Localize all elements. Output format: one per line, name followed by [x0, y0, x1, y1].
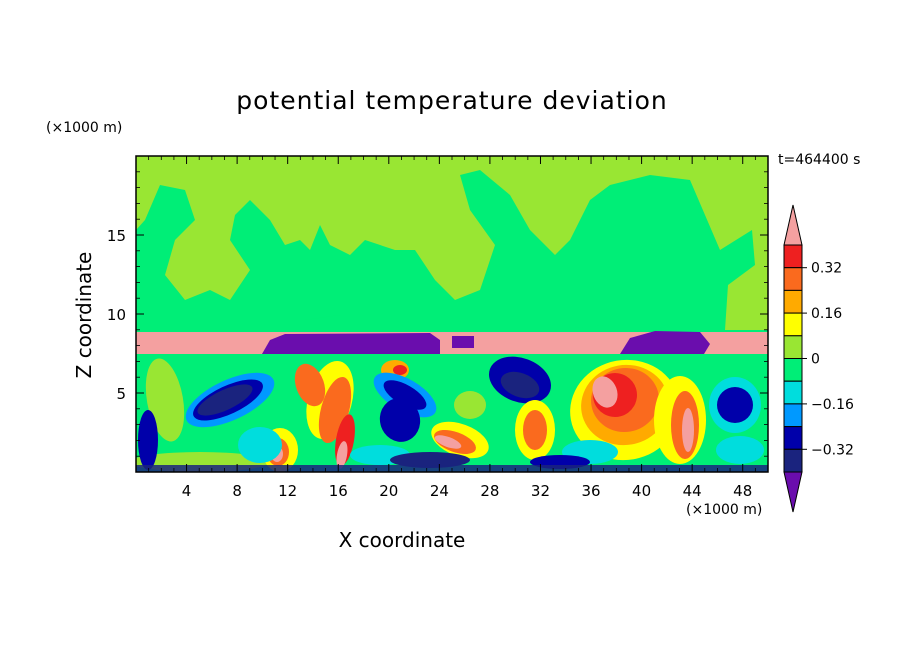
y-axis-ticks: 5 10 15 — [107, 171, 768, 457]
colorbar-box — [783, 289, 803, 314]
x-tick-label: 44 — [683, 482, 702, 500]
colorbar-tick-label: −0.32 — [811, 442, 854, 458]
cold-patch-mid — [452, 336, 474, 348]
upper-green-patch-2 — [550, 290, 610, 328]
colorbar-box — [783, 267, 803, 291]
contour-blob — [454, 391, 486, 419]
contour-blob — [197, 384, 253, 416]
contour-blob — [434, 435, 462, 449]
contour-field — [136, 156, 768, 472]
contour-blob — [238, 427, 282, 463]
contour-blob — [682, 408, 694, 452]
x-tick-label: 28 — [480, 482, 499, 500]
chart-title: potential temperature deviation — [236, 86, 668, 115]
colorbar-tick-label: 0 — [811, 352, 820, 368]
y-tick-label: 5 — [116, 385, 126, 403]
contour-blob — [294, 363, 326, 407]
upper-lightgreen-patch — [136, 156, 768, 330]
colorbar-tick-label: 0.16 — [811, 306, 842, 322]
contour-blob — [717, 387, 753, 423]
x-axis-label-text: X coordinate — [338, 528, 466, 552]
x-tick-label: 32 — [531, 482, 550, 500]
colorbar-box — [783, 403, 803, 428]
x-tick-label: 12 — [278, 482, 297, 500]
contour-blob — [393, 365, 407, 375]
cold-patch-right — [620, 331, 710, 354]
time-label: t=464400 s — [778, 152, 861, 168]
x-tick-label: 20 — [379, 482, 398, 500]
x-tick-label: 24 — [430, 482, 449, 500]
contour-blob — [390, 452, 470, 468]
contour-blob — [500, 371, 540, 399]
contour-blob — [138, 410, 158, 470]
contour-blob — [592, 376, 618, 408]
y-tick-label: 15 — [107, 227, 126, 245]
x-tick-label: 8 — [232, 482, 242, 500]
colorbar-box — [783, 335, 803, 359]
contour-blob — [336, 441, 348, 469]
colorbar-box — [783, 358, 803, 382]
x-tick-label: 48 — [733, 482, 752, 500]
colorbar-top-arrow — [783, 204, 803, 246]
colorbar: 0.32 0.16 0 −0.16 −0.32 — [783, 204, 854, 513]
x-tick-label: 36 — [581, 482, 600, 500]
colorbar-tick-label: 0.32 — [811, 261, 842, 277]
x-tick-label: 40 — [632, 482, 651, 500]
y-unit-label: (×1000 m) — [46, 120, 123, 136]
colorbar-box — [783, 380, 803, 405]
colorbar-box — [783, 312, 803, 337]
x-unit-label: (×1000 m) — [686, 502, 763, 518]
y-tick-label: 10 — [107, 306, 126, 324]
contour-blob — [379, 398, 421, 442]
contour-blob — [716, 436, 764, 464]
x-axis-ticks: 4 8 12 16 20 24 28 32 36 40 44 48 — [148, 156, 756, 500]
contour-blob — [383, 380, 427, 410]
colorbar-box — [783, 244, 803, 269]
cold-patch-left — [262, 333, 440, 354]
x-tick-label: 4 — [182, 482, 192, 500]
colorbar-box — [783, 448, 803, 473]
contour-blob — [523, 410, 547, 450]
colorbar-bottom-arrow — [783, 471, 803, 513]
upper-green-patch — [290, 275, 340, 320]
colorbar-box — [783, 426, 803, 450]
colorbar-tick-label: −0.16 — [811, 397, 854, 413]
x-axis-label: X coordinate — [0, 528, 904, 552]
x-tick-label: 16 — [329, 482, 348, 500]
